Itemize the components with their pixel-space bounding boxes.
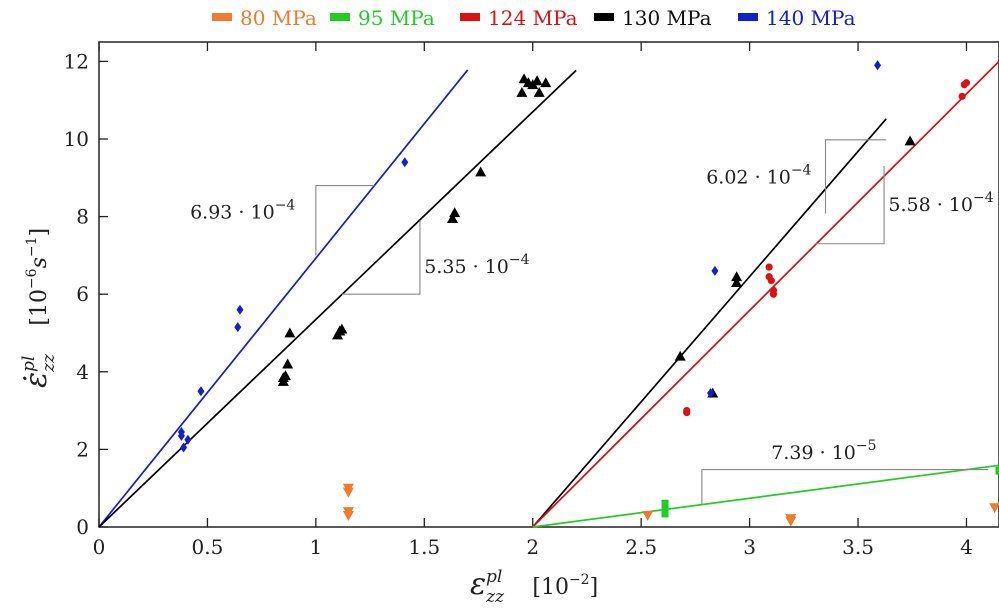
x-tick-label: 0.5 [192, 535, 224, 559]
data-point [767, 277, 775, 285]
data-point [284, 327, 296, 338]
data-point [731, 271, 743, 282]
data-point [533, 86, 545, 97]
x-tick-label: 2 [526, 535, 539, 559]
data-point [962, 79, 971, 87]
slope-triangle [315, 185, 375, 256]
legend: 80 MPa 95 MPa 124 MPa 130 MPa 140 MPa [212, 6, 856, 30]
fit-line [98, 69, 577, 528]
data-point [661, 499, 669, 508]
data-point [342, 507, 354, 517]
y-tick-label: 4 [76, 360, 89, 384]
y-axis-label: ε̇zzpl[10−6s−1] [19, 228, 59, 388]
fit-line [532, 464, 999, 528]
fit-lines [98, 60, 999, 528]
series-124-mpa [683, 79, 971, 417]
series-130-mpa [277, 73, 916, 398]
fit-line [98, 69, 469, 528]
legend-swatch [738, 13, 758, 21]
slope-label: 5.35 · 10−4 [424, 252, 529, 278]
legend-swatch [460, 13, 480, 21]
x-tick-label: 1.5 [408, 535, 440, 559]
data-point [904, 135, 916, 146]
slope-triangles: 6.93 · 10−4 5.35 · 10−4 6.02 · 10−4 5.58 · … [190, 139, 994, 504]
y-tick-label: 2 [76, 437, 89, 461]
data-point [516, 86, 528, 97]
axis-labels: εzzpl [10−2] ε̇zzpl[10−6s−1] [19, 228, 598, 607]
data-point [234, 322, 242, 333]
data-point [342, 483, 354, 494]
data-point [674, 350, 686, 361]
slope-triangle [701, 469, 989, 504]
fit-line [532, 118, 887, 528]
data-point [180, 442, 188, 453]
data-point [197, 386, 205, 397]
data-point [282, 358, 294, 369]
x-tick-label: 3.5 [842, 535, 874, 559]
legend-swatch [594, 13, 614, 21]
data-point [958, 92, 966, 100]
y-tick-label: 0 [76, 515, 89, 539]
y-tick-label: 10 [64, 127, 89, 151]
data-point [236, 304, 244, 315]
legend-swatch [212, 13, 232, 21]
data-point [661, 509, 669, 518]
legend-swatch [330, 13, 350, 21]
data-point [280, 370, 292, 381]
data-point [177, 430, 185, 441]
data-point [475, 166, 487, 177]
data-point [995, 466, 999, 475]
data-point [449, 207, 461, 218]
series-95-mpa [661, 466, 999, 518]
legend-label: 124 MPa [488, 6, 578, 30]
slope-label: 5.58 · 10−4 [888, 190, 993, 216]
data-point [711, 265, 719, 276]
y-tick-label: 12 [64, 49, 89, 73]
x-tick-label: 0 [93, 535, 106, 559]
data-point [989, 503, 999, 514]
data-point [683, 407, 691, 415]
slope-label: 6.02 · 10−4 [706, 163, 811, 189]
data-point [765, 263, 773, 271]
data-point [785, 514, 797, 524]
series-140-mpa [177, 60, 882, 453]
x-tick-label: 4 [960, 535, 973, 559]
data-point [874, 60, 882, 71]
data-point [336, 323, 348, 334]
data-points [177, 60, 999, 527]
axes: 0 0.5 1 1.5 2 2.5 3 3.5 4 0 2 4 6 8 10 12 [64, 41, 999, 559]
fit-line [532, 60, 999, 528]
data-point [401, 157, 409, 168]
legend-label: 95 MPa [358, 6, 435, 30]
data-point [769, 290, 778, 298]
data-point [446, 213, 458, 223]
legend-label: 140 MPa [766, 6, 856, 30]
x-tick-label: 1 [310, 535, 323, 559]
slope-label: 6.93 · 10−4 [190, 198, 295, 224]
y-tick-label: 8 [76, 205, 89, 229]
data-point [540, 77, 552, 88]
legend-label: 130 MPa [622, 6, 712, 30]
legend-label: 80 MPa [240, 6, 317, 30]
data-point [707, 388, 715, 399]
series-80-mpa [342, 483, 999, 527]
slope-label: 7.39 · 10−5 [771, 438, 876, 464]
x-tick-label: 2.5 [625, 535, 657, 559]
data-point [531, 75, 543, 86]
slope-triangle [814, 166, 885, 245]
x-axis-label: εzzpl [10−2] [470, 567, 598, 607]
data-point [731, 277, 743, 287]
y-tick-label: 6 [76, 282, 89, 306]
slope-triangle [824, 139, 887, 214]
data-point [642, 510, 654, 521]
slope-triangle [341, 220, 421, 295]
plot-frame [98, 41, 999, 528]
x-tick-label: 3 [743, 535, 756, 559]
data-point [184, 434, 192, 445]
